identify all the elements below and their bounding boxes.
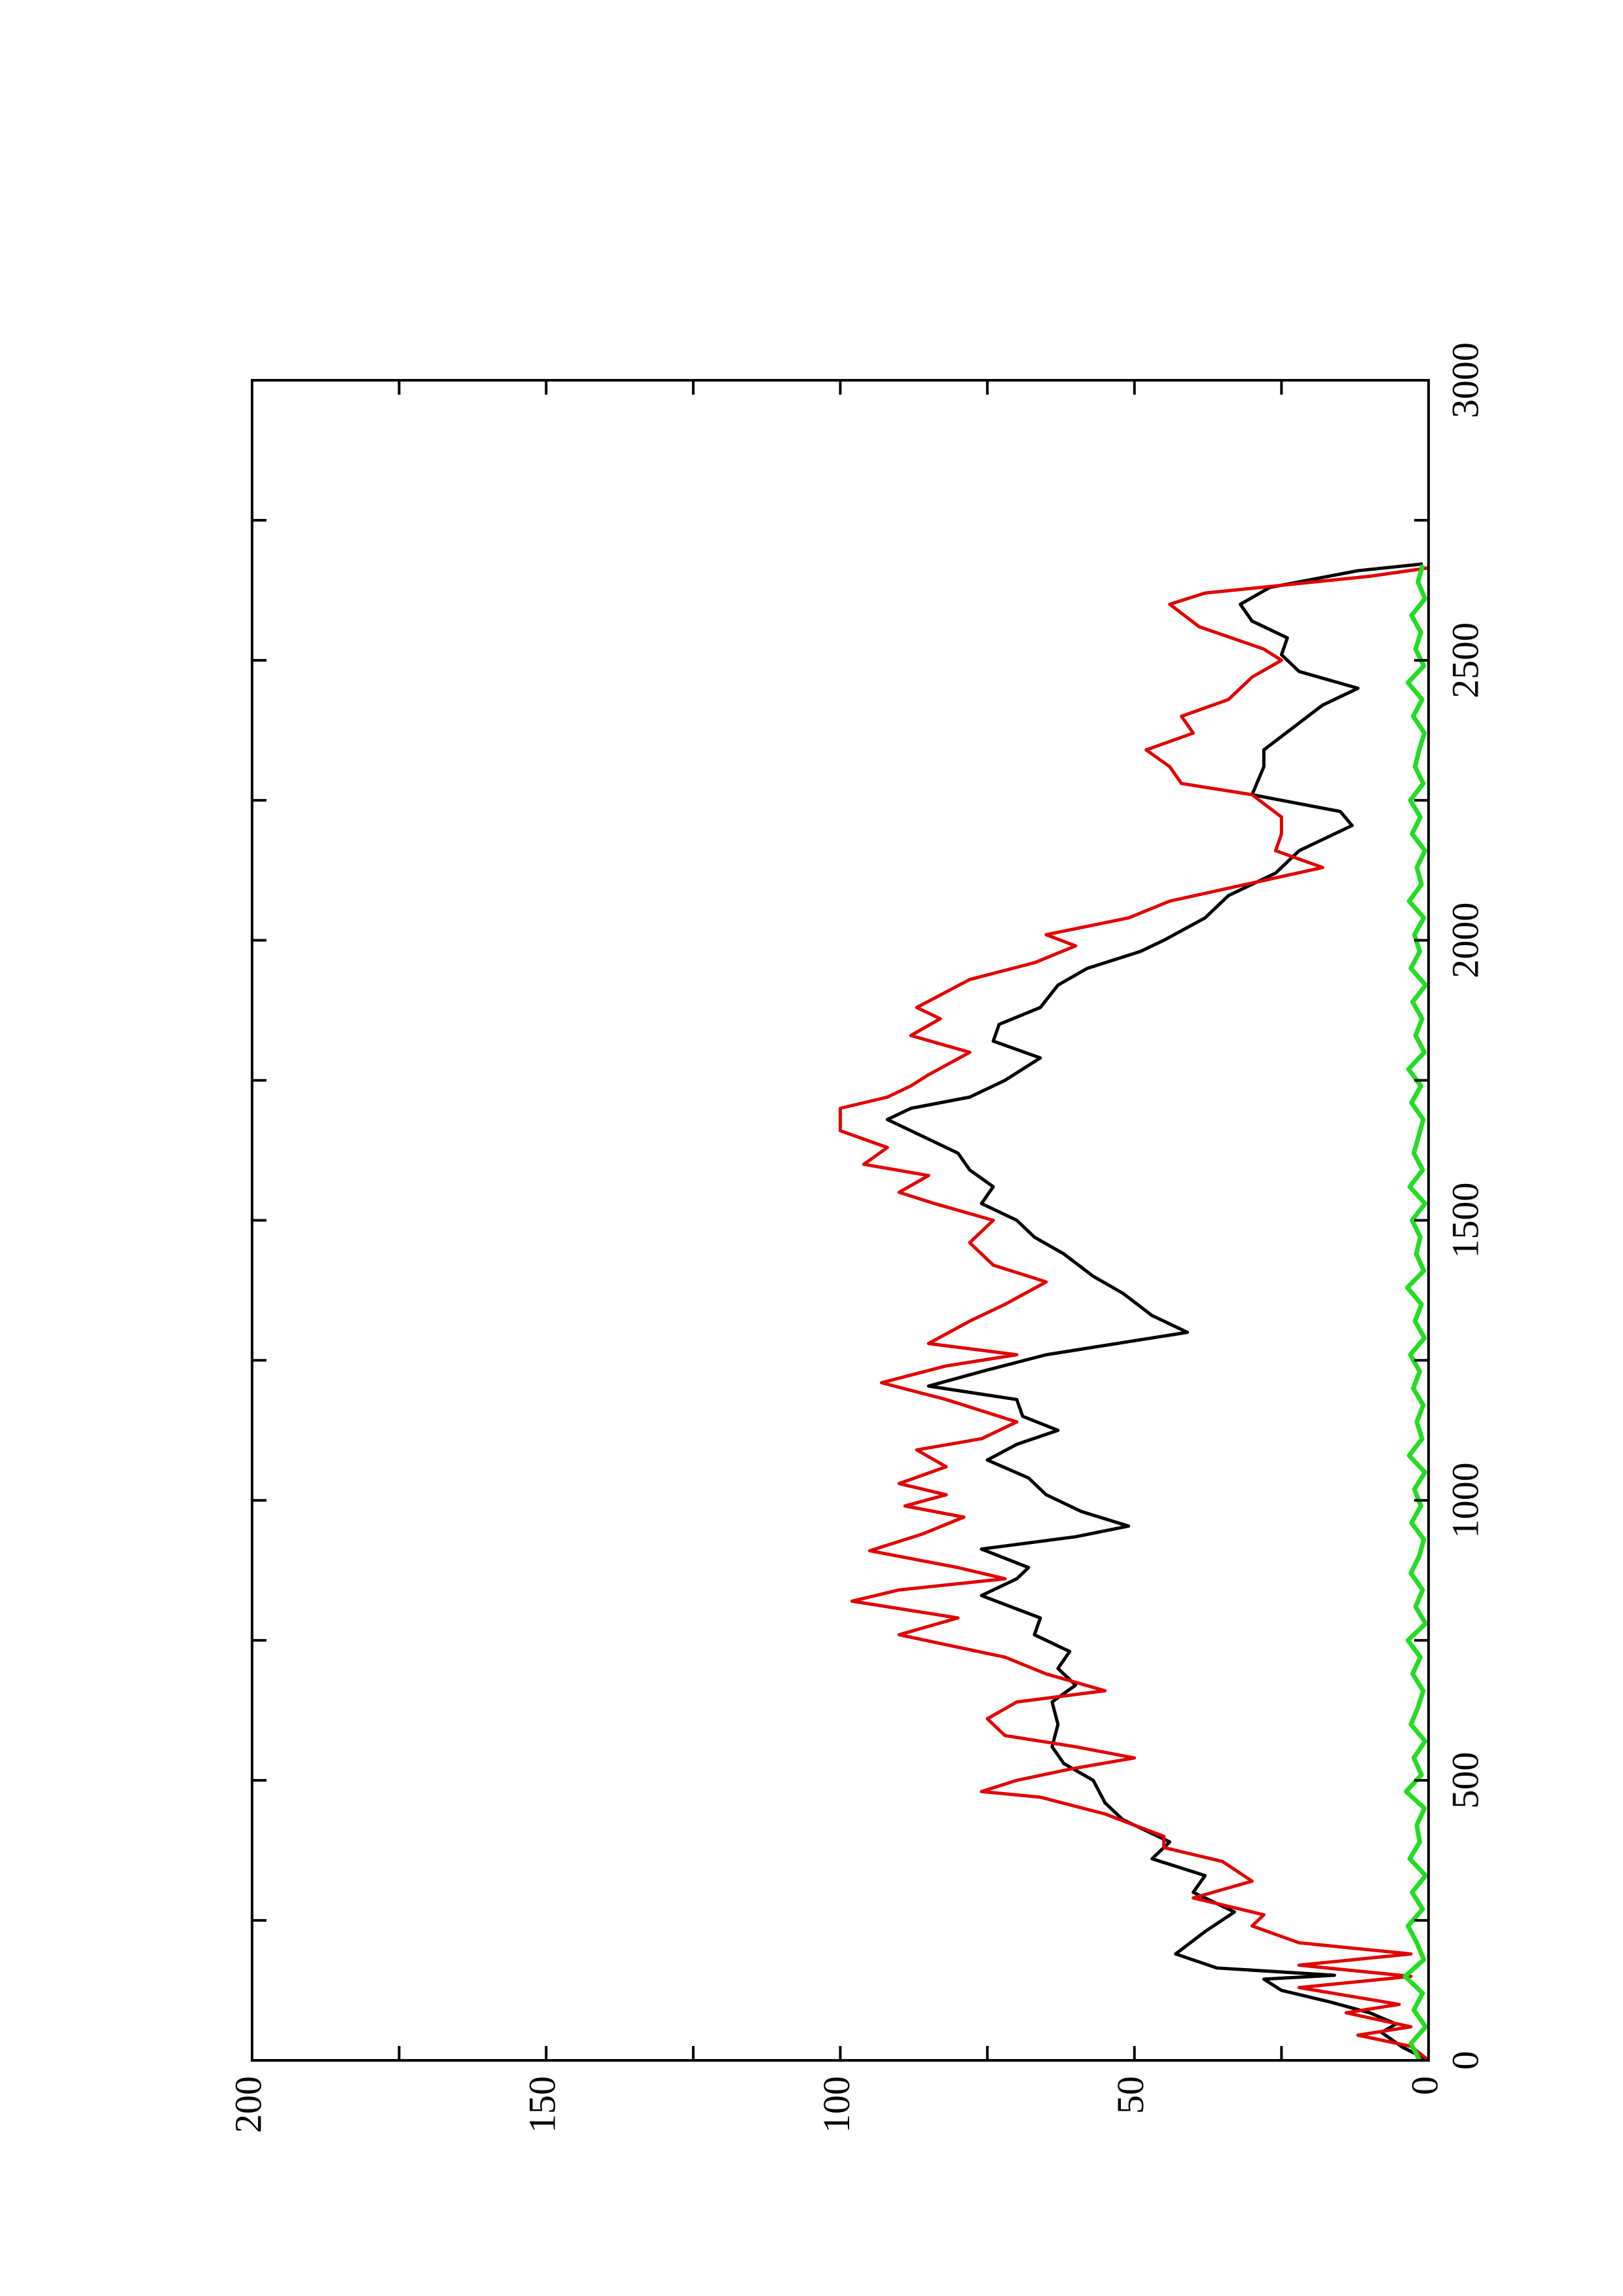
x-tick-label: 2000 [1444,903,1486,978]
x-tick-label: 2500 [1444,622,1486,698]
series-line [839,566,1430,2062]
plot-frame [251,379,1430,2062]
y-tick-label: 150 [521,2076,564,2133]
x-tick-label: 1500 [1444,1183,1486,1259]
series-line [1402,564,1429,2062]
y-tick-label: 50 [1109,2076,1152,2114]
series-line [885,562,1430,2062]
rotated-plot: 0 500 1000 1500 2000 2500 3000 0 50 100 150 200 [227,342,1486,2133]
y-tick-label: 100 [815,2076,858,2133]
y-tick-label: 0 [1403,2076,1446,2095]
y-tick-label: 200 [227,2076,269,2133]
x-tick-label: 0 [1444,2051,1486,2070]
x-tick-label: 500 [1444,1752,1486,1809]
x-tick-label: 3000 [1444,342,1486,418]
x-tick-label: 1000 [1444,1462,1486,1538]
